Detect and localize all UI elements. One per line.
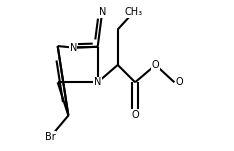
Text: Br: Br bbox=[45, 132, 56, 142]
Text: N: N bbox=[99, 7, 106, 17]
Text: CH₃: CH₃ bbox=[124, 7, 143, 17]
Text: N: N bbox=[69, 43, 77, 53]
Text: O: O bbox=[176, 77, 183, 87]
Text: O: O bbox=[152, 60, 159, 70]
Text: O: O bbox=[131, 110, 139, 120]
Text: N: N bbox=[94, 77, 101, 87]
